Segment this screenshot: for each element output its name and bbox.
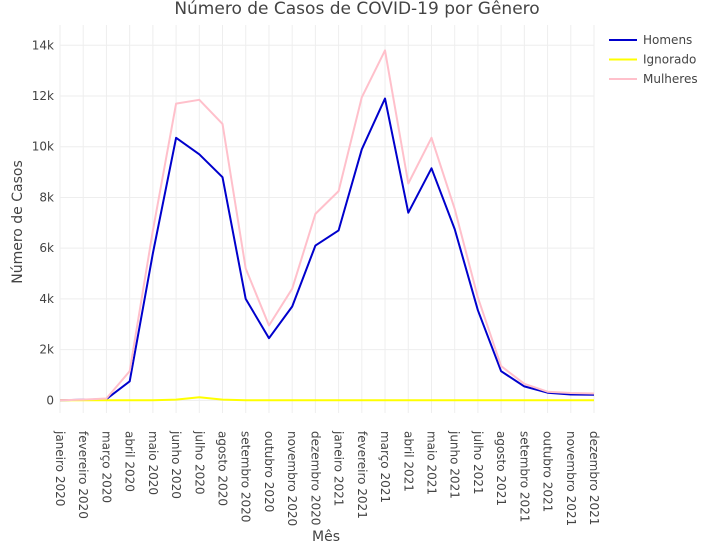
x-tick-label: abril 2021 [401,431,415,492]
x-tick-label: dezembro 2021 [587,431,601,525]
y-tick-label: 14k [32,38,54,52]
x-tick-label: março 2020 [99,431,113,503]
x-axis-title: Mês [312,529,340,545]
x-tick-label: novembro 2020 [285,431,299,526]
legend-item-homens[interactable]: Homens [609,33,692,47]
x-tick-label: novembro 2021 [564,431,578,526]
y-tick-label: 2k [39,343,54,357]
y-axis-tick-labels: 0 2k 4k 6k 8k 10k 12k 14k [32,38,54,407]
x-axis-tick-labels: janeiro 2020 fevereiro 2020 março 2020 abri… [53,430,601,526]
series-line-ignorado [60,396,594,402]
legend-item-mulheres[interactable]: Mulheres [609,72,698,86]
x-tick-label: fevereiro 2021 [355,431,369,519]
x-tick-label: julho 2020 [192,430,206,495]
x-tick-label: agosto 2021 [494,431,508,506]
x-tick-label: maio 2020 [146,431,160,495]
series-line-homens [59,97,595,402]
y-tick-label: 6k [39,241,54,255]
x-tick-label: outubro 2020 [262,431,276,512]
y-tick-label: 0 [46,393,54,407]
legend[interactable]: Homens Ignorado Mulheres [609,33,698,86]
x-tick-label: fevereiro 2020 [76,431,90,519]
y-tick-label: 12k [32,89,54,103]
y-tick-label: 10k [32,140,54,154]
x-tick-label: maio 2021 [424,431,438,495]
x-tick-label: agosto 2020 [216,431,230,506]
y-tick-label: 8k [39,190,54,204]
x-tick-label: junho 2020 [169,430,183,499]
chart-title: Número de Casos de COVID-19 por Gênero [174,0,539,19]
series-line-mulheres [59,49,595,402]
series-lines [59,49,595,402]
x-tick-label: abril 2020 [123,431,137,492]
legend-label: Homens [643,33,692,47]
x-tick-label: setembro 2021 [517,431,531,522]
x-tick-label: janeiro 2020 [53,430,67,506]
x-tick-label: setembro 2020 [239,431,253,522]
legend-item-ignorado[interactable]: Ignorado [609,53,696,67]
x-tick-label: junho 2021 [448,430,462,499]
x-tick-label: janeiro 2021 [332,430,346,506]
gridlines [59,25,595,413]
x-tick-label: julho 2021 [471,430,485,495]
legend-label: Ignorado [643,53,696,67]
x-tick-label: dezembro 2020 [308,431,322,525]
y-tick-label: 4k [39,292,54,306]
x-tick-label: outubro 2021 [541,431,555,512]
y-axis-title: Número de Casos [10,160,26,284]
x-tick-label: março 2021 [378,431,392,503]
legend-label: Mulheres [643,72,698,86]
